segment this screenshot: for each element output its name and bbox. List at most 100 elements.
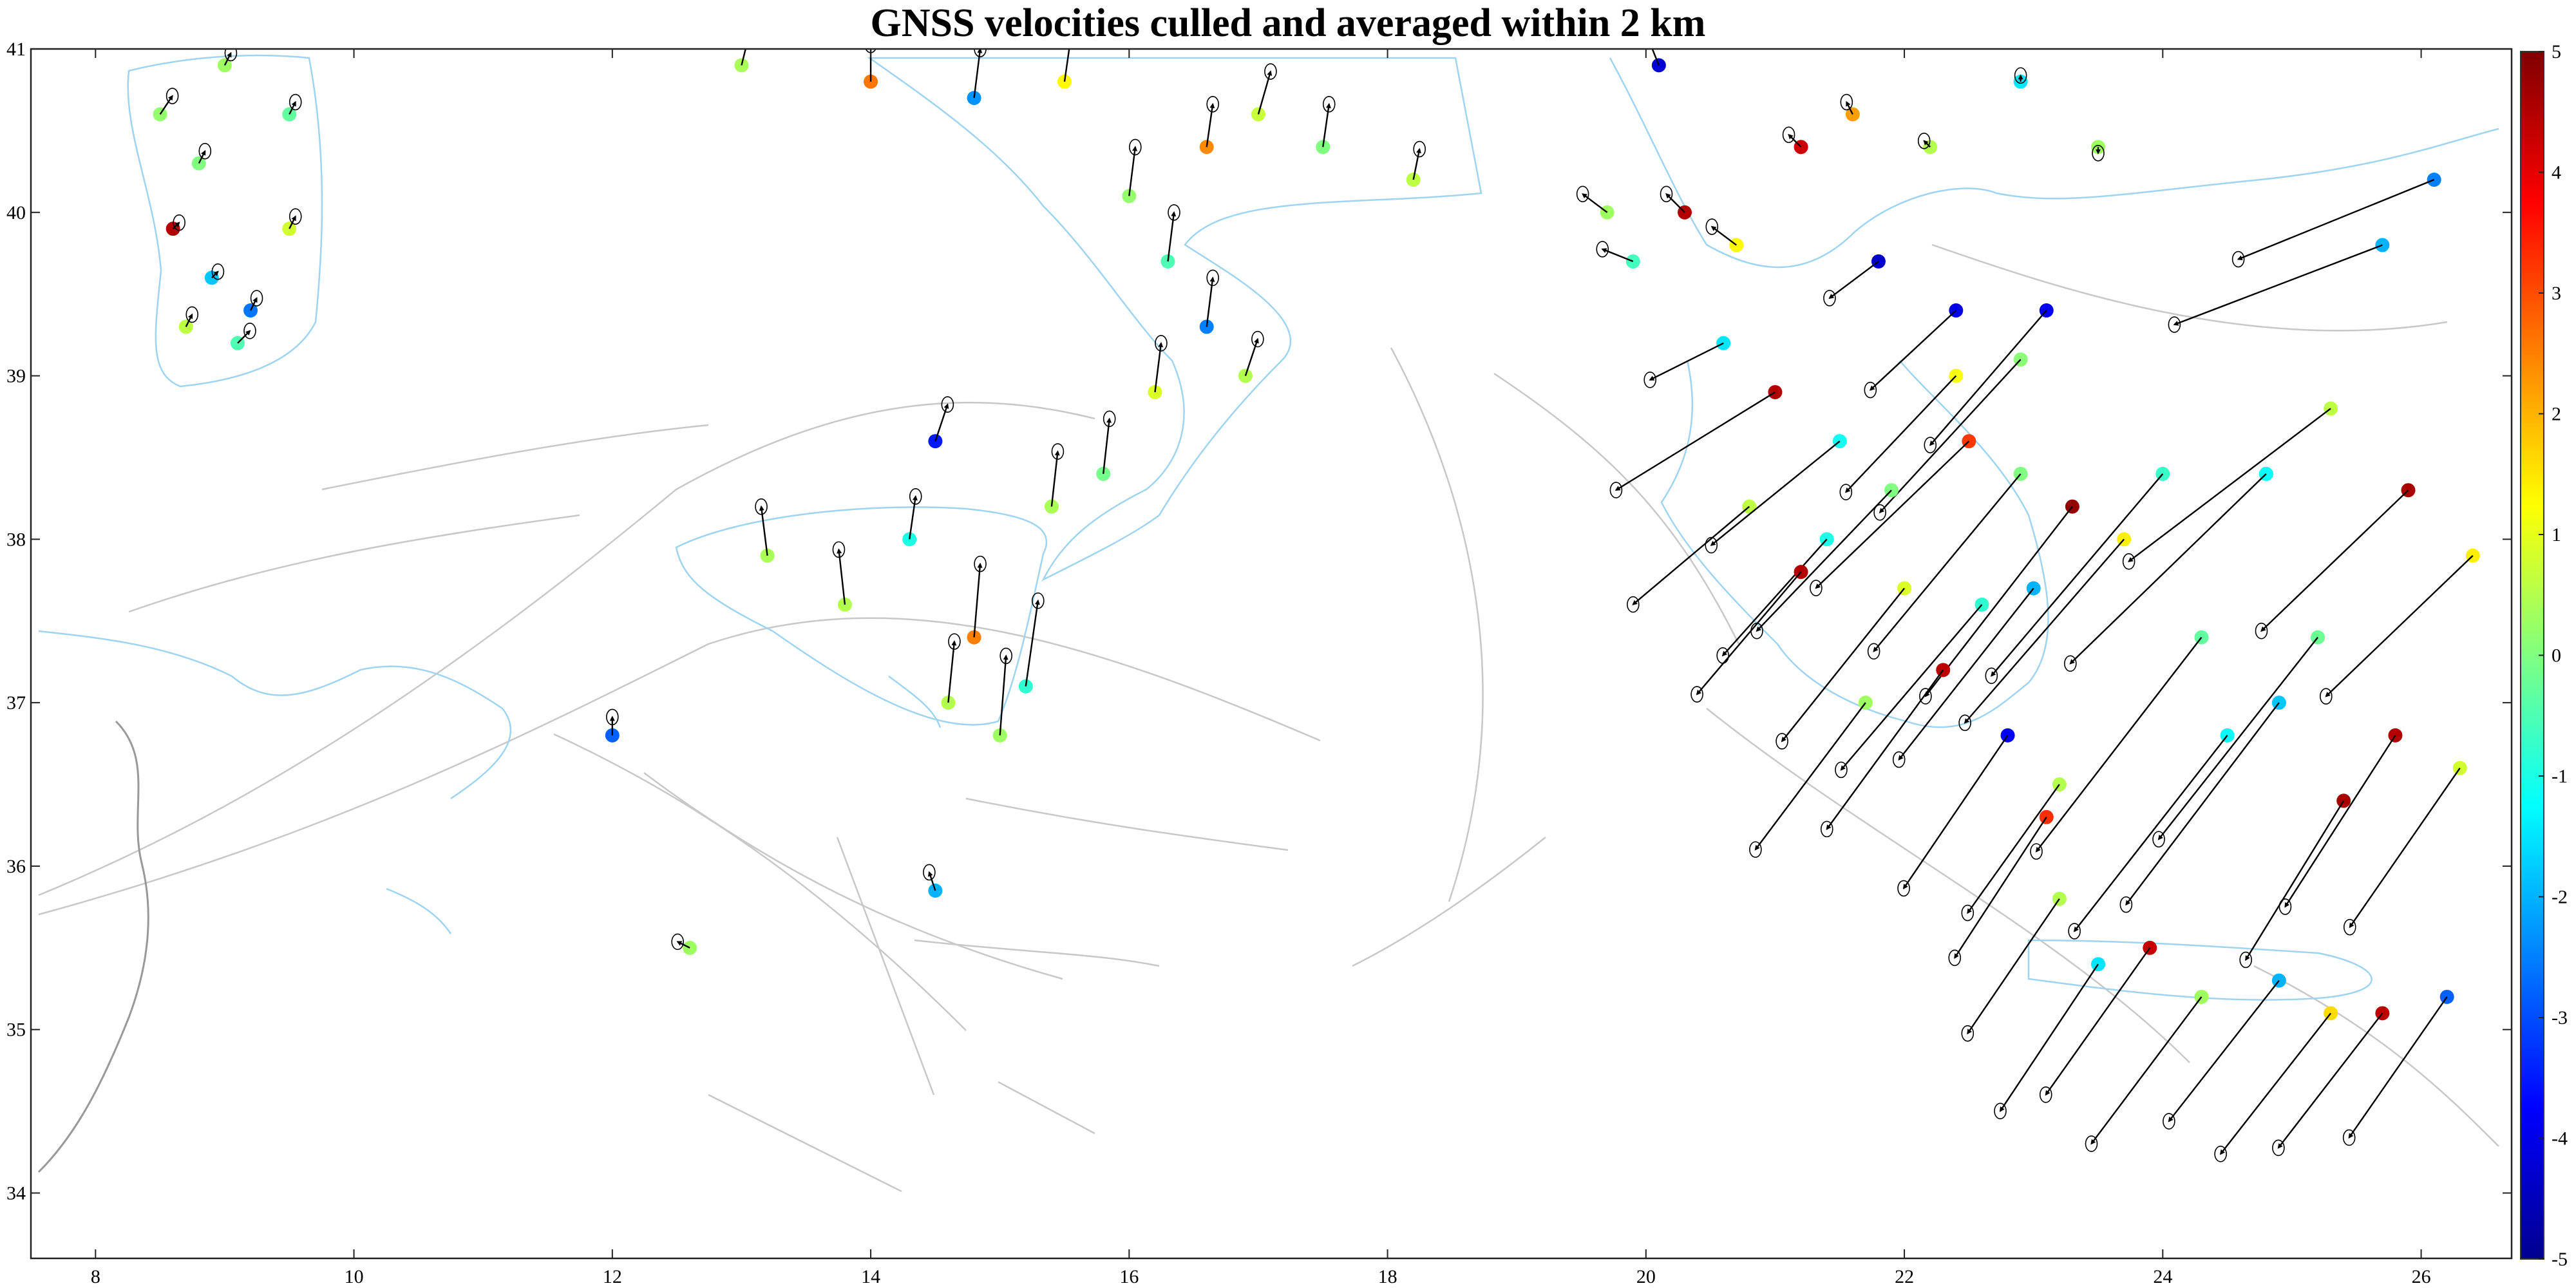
velocity-arrow — [2349, 767, 2461, 929]
velocity-arrow — [2128, 408, 2331, 563]
y-tick-label: 38 — [6, 529, 26, 550]
velocity-arrow — [1651, 49, 1660, 66]
y-tick-label: 35 — [6, 1019, 26, 1041]
station-marker — [1199, 269, 1219, 334]
uncertainty-ellipse — [1641, 27, 1653, 43]
uncertainty-ellipse — [2272, 1139, 2285, 1157]
velocity-arrow — [2325, 554, 2474, 697]
velocity-arrow — [2245, 800, 2345, 961]
uncertainty-ellipse — [1892, 751, 1906, 768]
x-tick-label: 12 — [603, 1266, 622, 1287]
velocity-arrow — [1879, 359, 2022, 514]
station-marker — [2320, 548, 2480, 705]
velocity-arrow — [2237, 178, 2435, 260]
uncertainty-ellipse — [746, 49, 749, 50]
station-marker — [1160, 204, 1180, 269]
velocity-arrow — [1754, 702, 1866, 851]
velocity-arrow — [759, 505, 768, 556]
x-tick-label: 18 — [1378, 1266, 1397, 1287]
x-tick-label: 14 — [861, 1266, 880, 1287]
station-marker — [1705, 218, 1744, 252]
uncertainty-ellipse — [1690, 686, 1703, 703]
station-marker — [1705, 434, 1847, 554]
x-axis: 8 10 12 14 16 18 20 22 24 26 — [91, 49, 2431, 1287]
station-marker — [1609, 384, 1783, 498]
station-marker — [1316, 95, 1336, 155]
station-marker — [2272, 1006, 2390, 1157]
velocity-arrow — [1244, 337, 1259, 376]
velocity-arrow — [1102, 417, 1112, 474]
station-marker — [2085, 989, 2209, 1152]
colorbar-tick-label: 3 — [2552, 283, 2561, 304]
velocity-arrow — [1840, 604, 1983, 771]
uncertainty-ellipse — [1206, 269, 1219, 287]
uncertainty-ellipse — [1810, 580, 1823, 596]
velocity-arrow — [1167, 211, 1177, 262]
uncertainty-ellipse — [2030, 843, 2043, 860]
uncertainty-ellipse — [1917, 132, 1931, 149]
station-marker — [1627, 499, 1757, 613]
velocity-arrow — [1923, 140, 1931, 148]
fault-lines — [38, 243, 2499, 1193]
station-marker — [1782, 126, 1808, 155]
y-tick-label: 40 — [6, 202, 26, 223]
uncertainty-ellipse — [2320, 688, 2333, 705]
station-marker — [671, 933, 697, 955]
uncertainty-ellipse — [185, 306, 199, 323]
station-marker — [1057, 49, 1072, 89]
station-marker — [902, 488, 922, 547]
velocity-arrow — [2045, 947, 2151, 1096]
uncertainty-ellipse — [166, 88, 179, 104]
station-marker — [605, 708, 620, 743]
station-marker — [1917, 132, 1938, 155]
velocity-arrow — [741, 49, 747, 66]
uncertainty-ellipse — [224, 49, 238, 62]
velocity-arrow — [1873, 473, 2022, 652]
station-marker — [1985, 466, 2170, 685]
velocity-arrow — [2069, 473, 2267, 665]
uncertainty-ellipse — [1660, 185, 1673, 203]
uncertainty-ellipse — [289, 208, 302, 225]
station-marker — [2091, 140, 2105, 162]
station-marker — [1924, 303, 2054, 453]
uncertainty-ellipse — [2068, 923, 2081, 940]
uncertainty-ellipse — [2342, 1129, 2356, 1146]
velocity-arrow — [1781, 587, 1905, 743]
uncertainty-ellipse — [198, 142, 212, 160]
station-marker — [2030, 630, 2209, 860]
uncertainty-ellipse — [1032, 592, 1045, 609]
velocity-arrow — [1665, 193, 1685, 213]
station-marker — [1776, 581, 1912, 750]
colorbar-tick-label: -1 — [2552, 766, 2568, 787]
x-tick-label: 20 — [1636, 1266, 1656, 1287]
x-tick-label: 8 — [91, 1266, 100, 1287]
velocity-arrow — [1025, 599, 1040, 687]
station-marker — [832, 541, 852, 612]
station-marker — [2231, 173, 2441, 268]
uncertainty-ellipse — [2214, 1146, 2227, 1162]
station-marker — [1820, 663, 1951, 838]
uncertainty-ellipse — [1705, 218, 1719, 235]
velocity-arrow — [1967, 784, 2060, 914]
station-marker — [2278, 728, 2403, 915]
y-tick-label: 36 — [6, 856, 26, 877]
velocity-arrow — [927, 871, 936, 891]
velocity-arrow — [2125, 702, 2280, 906]
station-layer — [153, 27, 2480, 1162]
uncertainty-ellipse — [832, 541, 846, 558]
velocity-arrow — [1756, 489, 1892, 632]
station-marker — [1897, 728, 2015, 897]
station-marker — [1961, 777, 2067, 922]
velocity-arrow — [837, 548, 846, 605]
uncertainty-ellipse — [1264, 63, 1277, 80]
y-axis: 34 35 36 37 38 39 40 41 — [6, 39, 2512, 1204]
velocity-arrow — [2090, 996, 2202, 1145]
uncertainty-ellipse — [1840, 93, 1853, 111]
velocity-arrow — [172, 222, 180, 230]
velocity-arrow — [1710, 225, 1737, 246]
station-marker — [282, 93, 302, 122]
velocity-arrow — [2157, 636, 2319, 840]
station-marker — [928, 396, 954, 449]
uncertainty-ellipse — [1155, 335, 1168, 352]
